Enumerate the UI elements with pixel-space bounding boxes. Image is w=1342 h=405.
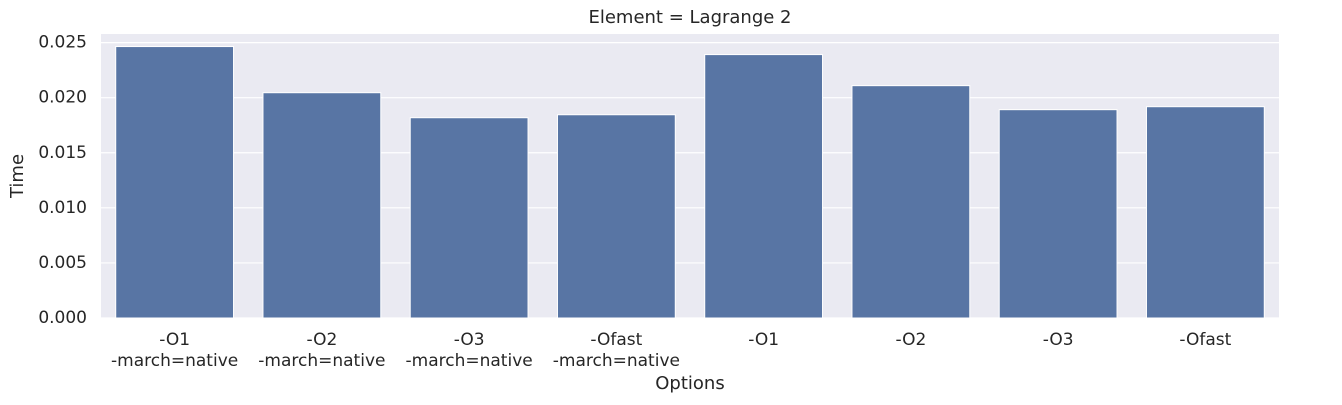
bar	[115, 46, 235, 319]
y-tick-label: 0.015	[38, 143, 87, 163]
bar	[409, 117, 529, 319]
x-tick-label: -O3 -march=native	[406, 330, 533, 371]
bar	[704, 54, 824, 319]
x-tick-label: -Ofast -march=native	[553, 330, 680, 371]
y-tick-label: 0.020	[38, 88, 87, 108]
x-axis-label: Options	[655, 373, 724, 394]
bar	[998, 109, 1118, 319]
y-tick-label: 0.010	[38, 198, 87, 218]
bar	[1145, 106, 1265, 319]
x-tick-label: -O1	[748, 330, 779, 350]
y-axis-label: Time	[7, 154, 28, 199]
x-tick-label: -O3	[1043, 330, 1074, 350]
bar	[262, 92, 382, 319]
chart-title: Element = Lagrange 2	[588, 7, 791, 28]
bar	[851, 85, 971, 319]
y-tick-label: 0.005	[38, 253, 87, 273]
y-tick-label: 0.000	[38, 308, 87, 328]
bar	[556, 114, 676, 319]
x-tick-label: -O2	[895, 330, 926, 350]
y-tick-label: 0.025	[38, 33, 87, 53]
x-tick-label: -Ofast	[1179, 330, 1231, 350]
x-tick-label: -O2 -march=native	[258, 330, 385, 371]
x-tick-label: -O1 -march=native	[111, 330, 238, 371]
